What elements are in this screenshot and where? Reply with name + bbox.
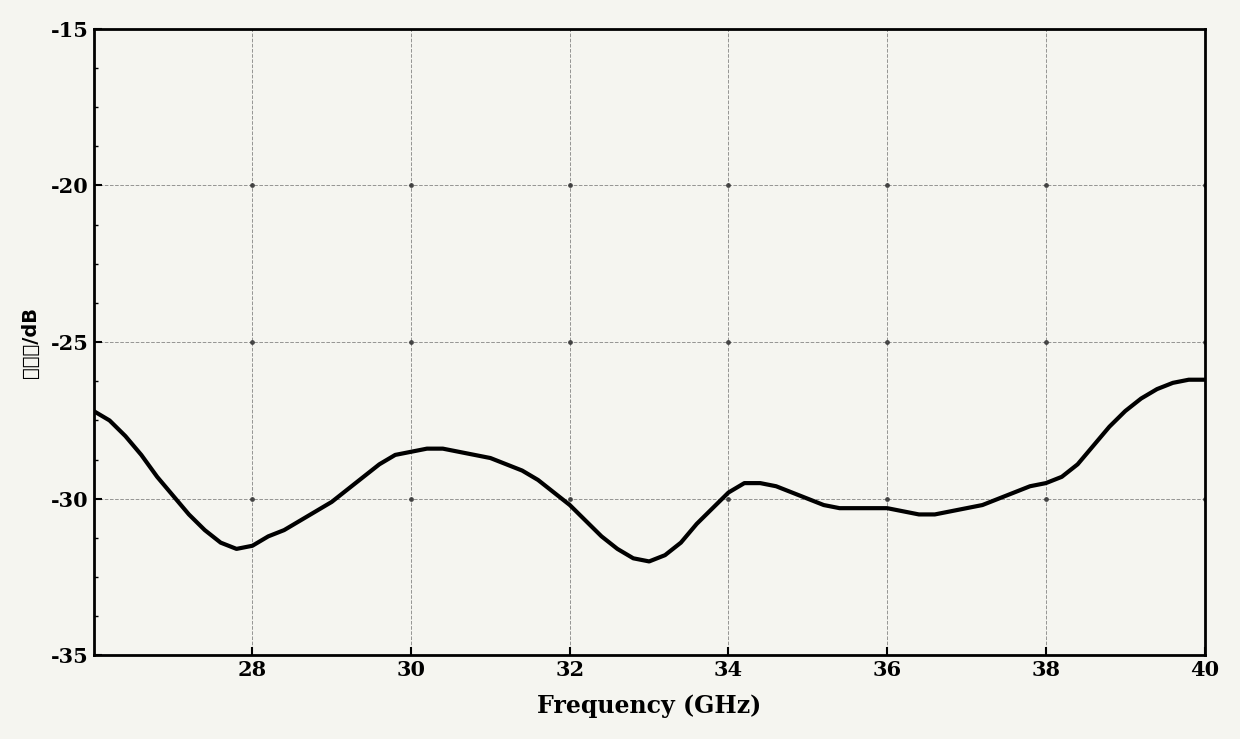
X-axis label: Frequency (GHz): Frequency (GHz) bbox=[537, 694, 761, 718]
Y-axis label: 反射率/dB: 反射率/dB bbox=[21, 307, 40, 378]
